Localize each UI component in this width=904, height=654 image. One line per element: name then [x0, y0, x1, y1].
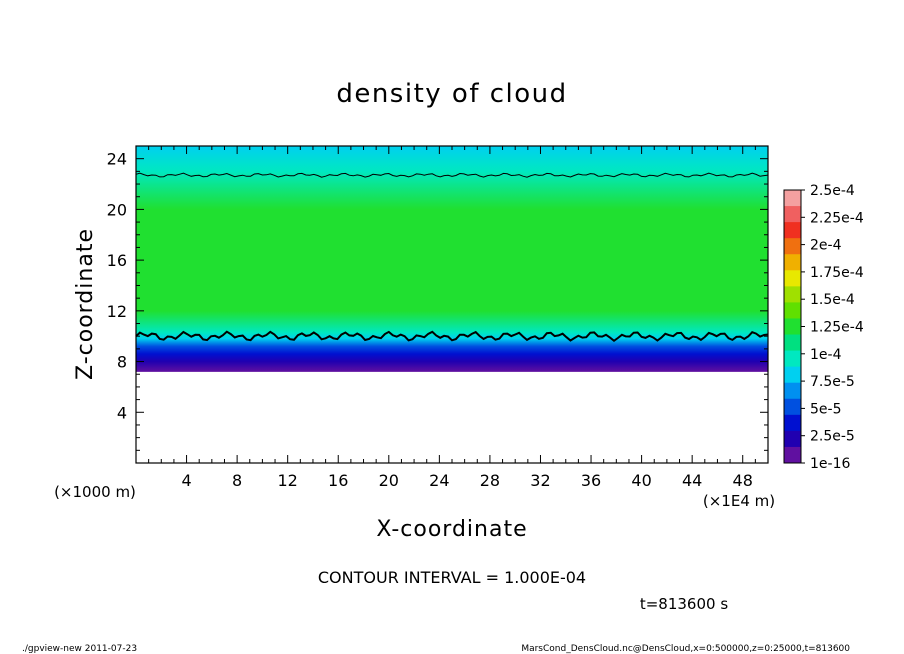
x-scale-note: (×1E4 m): [703, 492, 775, 510]
x-tick-label: 28: [480, 471, 500, 490]
chart-title: density of cloud: [336, 79, 567, 109]
colorbar-swatch: [784, 238, 801, 255]
y-tick-label: 20: [107, 200, 127, 219]
plot-area: [135, 145, 769, 464]
x-axis-label: X-coordinate: [376, 517, 527, 542]
colorbar-swatch: [784, 270, 801, 287]
x-tick-label: 32: [530, 471, 550, 490]
contour-line: [135, 330, 769, 343]
y-tick-label: 24: [107, 150, 127, 169]
colorbar-swatch: [784, 398, 801, 416]
colorbar-swatch: [784, 318, 801, 336]
colorbar: 2.5e-4 2.25e-4 2e-4 1.75e-4 1.5e-4 1.25e-4 1e-…: [783, 183, 864, 472]
colorbar-swatch: [784, 382, 801, 400]
x-tick-label: 12: [278, 471, 298, 490]
y-tick-label: 16: [107, 251, 127, 270]
colorbar-label: 1e-4: [810, 347, 842, 363]
y-axis-label: Z-coordinate: [73, 228, 98, 380]
x-tick-label: 24: [429, 471, 449, 490]
colorbar-swatch: [784, 206, 801, 223]
colorbar-swatch: [784, 430, 801, 448]
colorbar-label: 2.5e-4: [810, 183, 855, 199]
contour-line: [135, 172, 769, 178]
colorbar-label: 2e-4: [810, 238, 842, 254]
contour-interval-text: CONTOUR INTERVAL = 1.000E-04: [318, 568, 586, 587]
colorbar-swatch: [784, 414, 801, 432]
x-tick-label: 8: [232, 471, 242, 490]
colorbar-swatch: [784, 254, 801, 271]
colorbar-label: 1e-16: [810, 456, 850, 472]
colorbar-swatch: [784, 446, 801, 464]
colorbar-label: 1.25e-4: [810, 320, 864, 336]
x-tick-label: 40: [631, 471, 651, 490]
colorbar-label: 2.5e-5: [810, 429, 855, 445]
x-tick-label: 36: [581, 471, 601, 490]
contour-lines: [135, 172, 769, 343]
colorbar-label: 5e-5: [810, 401, 841, 417]
y-axis-ticks: 4 8 12 16 20 24: [107, 150, 768, 451]
x-tick-label: 16: [328, 471, 348, 490]
x-tick-label: 4: [181, 471, 191, 490]
y-tick-label: 12: [107, 302, 127, 321]
colorbar-swatch: [784, 366, 801, 384]
x-tick-label: 20: [379, 471, 399, 490]
colorbar-swatch: [784, 286, 801, 303]
y-scale-note: (×1000 m): [54, 483, 136, 501]
footer-left: ./gpview-new 2011-07-23: [22, 644, 137, 654]
colorbar-swatch: [784, 334, 801, 352]
colorbar-swatch: [784, 190, 801, 207]
x-tick-label: 44: [682, 471, 702, 490]
colorbar-swatch: [784, 222, 801, 239]
colorbar-label: 1.75e-4: [810, 265, 864, 281]
colorbar-swatch: [784, 302, 801, 319]
density-field: [136, 146, 768, 463]
colorbar-swatch: [784, 350, 801, 368]
y-tick-label: 8: [117, 353, 127, 372]
colorbar-label: 2.25e-4: [810, 210, 864, 226]
colorbar-label: 1.5e-4: [810, 292, 855, 308]
x-tick-label: 48: [733, 471, 753, 490]
footer-right: MarsCond_DensCloud.nc@DensCloud,x=0:5000…: [521, 644, 850, 654]
colorbar-label: 7.5e-5: [810, 374, 855, 390]
time-text: t=813600 s: [640, 595, 728, 613]
y-tick-label: 4: [117, 403, 127, 422]
x-axis-ticks: 4 8 12 16 20 24 28 32 36 40 44 48: [148, 146, 756, 490]
